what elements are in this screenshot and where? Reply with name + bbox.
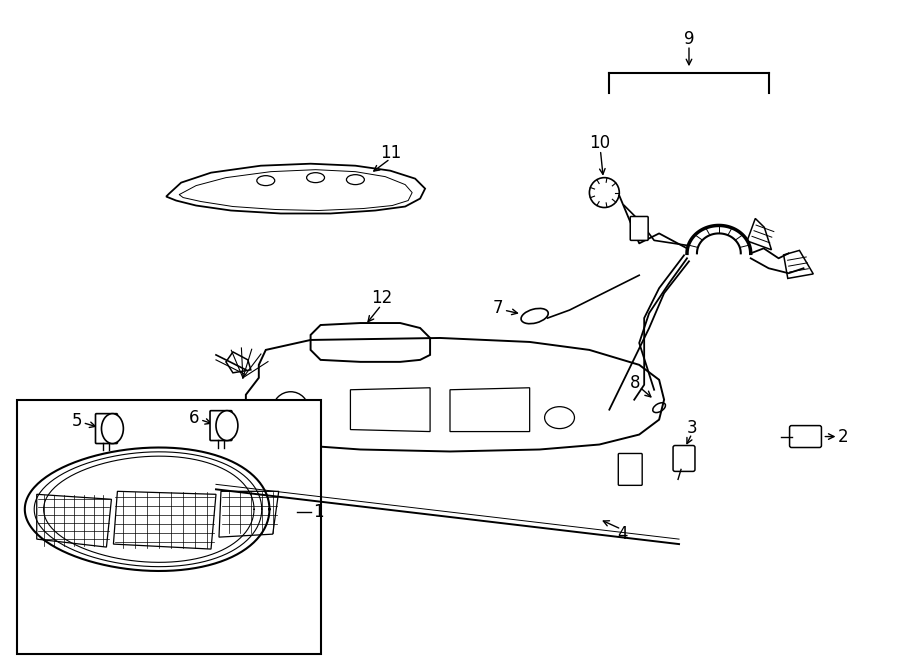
FancyBboxPatch shape <box>789 426 822 447</box>
Text: 12: 12 <box>371 289 392 307</box>
Text: 8: 8 <box>630 373 641 392</box>
Text: 9: 9 <box>684 30 694 48</box>
FancyBboxPatch shape <box>630 217 648 241</box>
Bar <box>17 400 320 654</box>
Text: 2: 2 <box>838 428 849 446</box>
Ellipse shape <box>346 175 364 184</box>
Ellipse shape <box>216 410 238 440</box>
FancyBboxPatch shape <box>210 410 232 440</box>
Text: 5: 5 <box>71 412 82 430</box>
FancyBboxPatch shape <box>95 414 117 444</box>
FancyBboxPatch shape <box>673 446 695 471</box>
Ellipse shape <box>307 173 325 182</box>
Text: 6: 6 <box>189 408 199 426</box>
Text: 3: 3 <box>687 418 698 436</box>
Text: 10: 10 <box>589 134 610 152</box>
Ellipse shape <box>102 414 123 444</box>
Text: 1: 1 <box>313 503 324 522</box>
Text: 4: 4 <box>617 525 627 543</box>
Ellipse shape <box>256 176 274 186</box>
Text: 11: 11 <box>380 143 400 162</box>
Text: 7: 7 <box>492 299 503 317</box>
FancyBboxPatch shape <box>618 453 643 485</box>
